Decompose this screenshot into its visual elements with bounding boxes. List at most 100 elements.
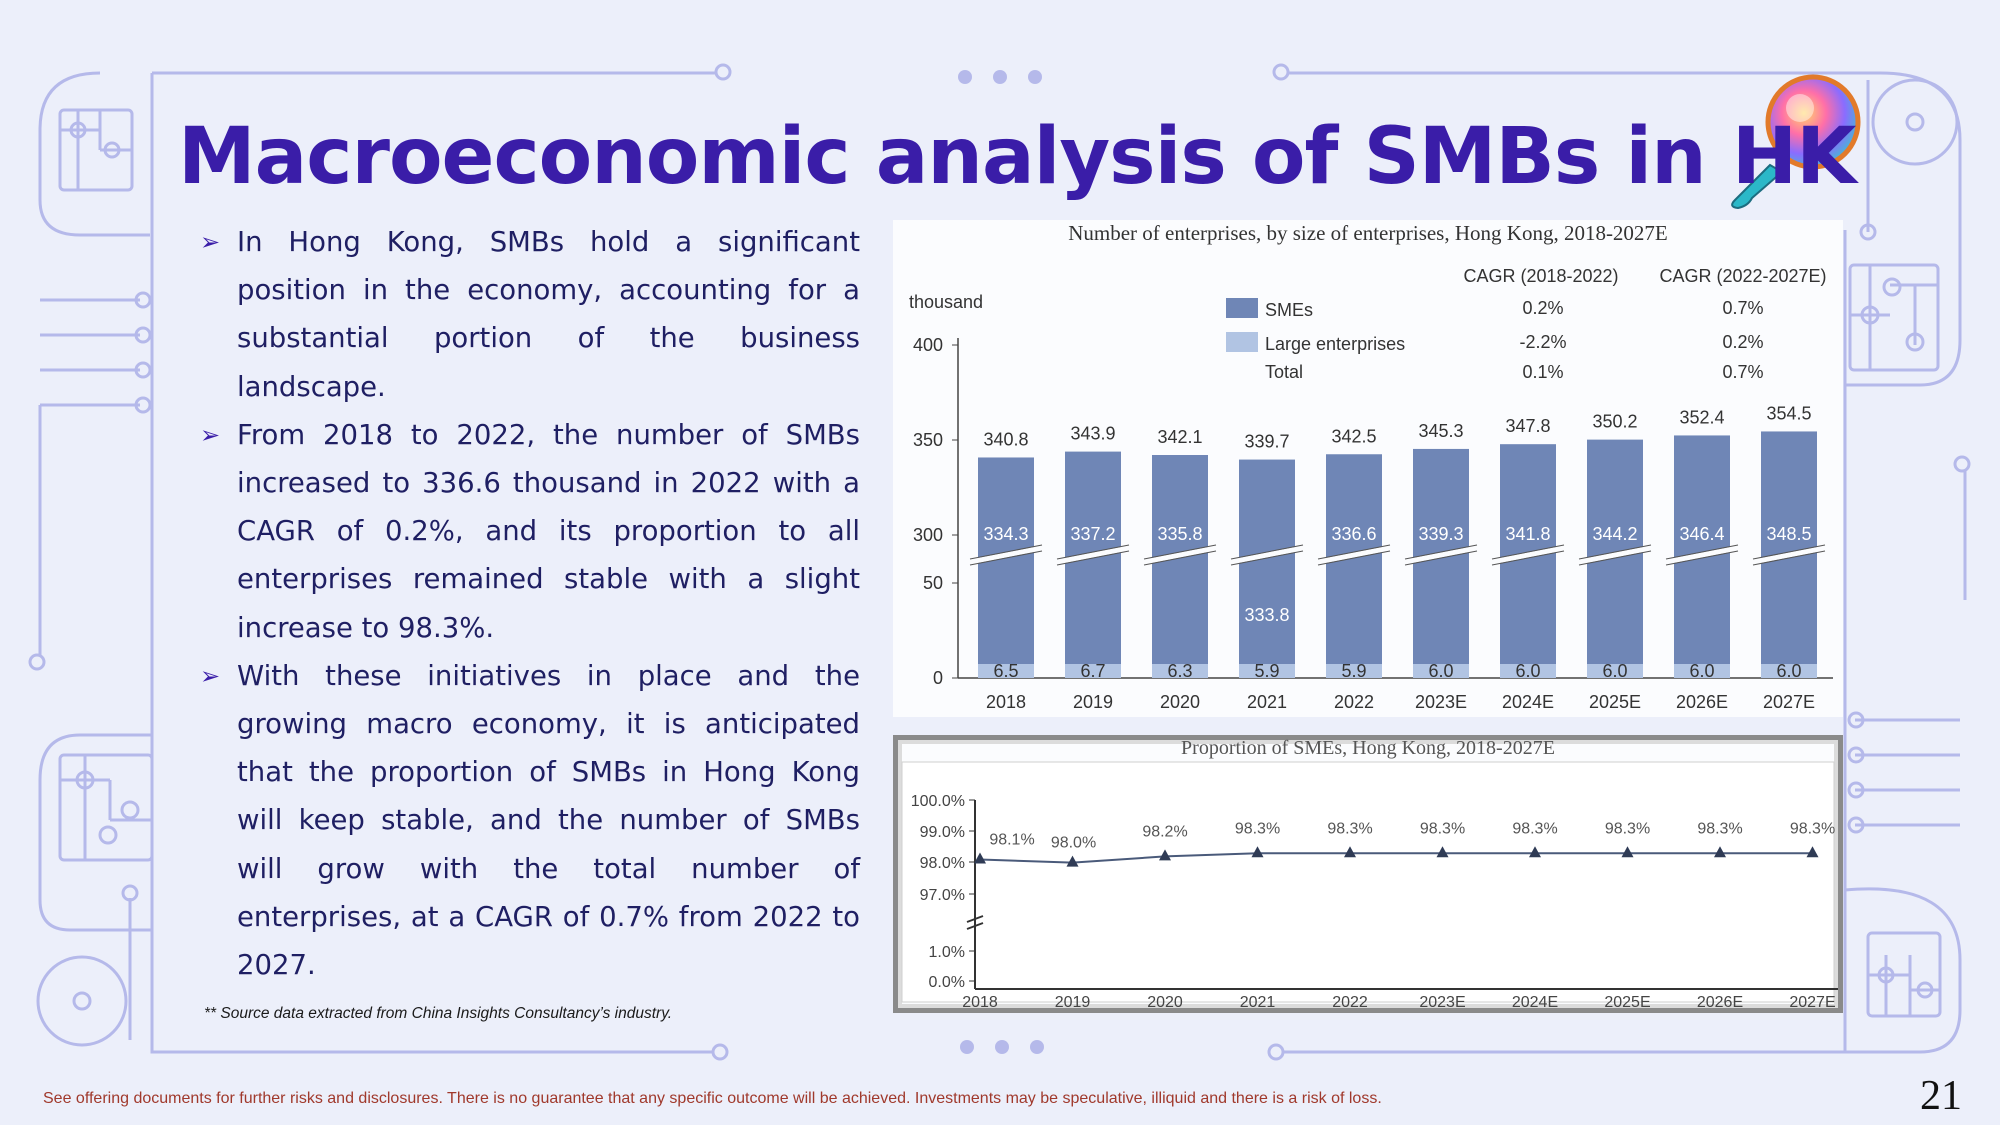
bullet-text: With these initiatives in place and the …	[237, 659, 860, 982]
axis-break-gap	[1404, 545, 1478, 565]
large-value-label: 6.0	[1776, 661, 1801, 681]
y-tick-label: 97.0%	[920, 887, 965, 904]
x-tick-label: 2020	[1160, 692, 1200, 712]
axis-break-gap	[1056, 545, 1130, 565]
bar-large-enterprises	[1326, 664, 1382, 678]
bar-large-enterprises	[1152, 664, 1208, 678]
y-tick-label: 99.0%	[920, 824, 965, 841]
total-value-label: 340.8	[983, 429, 1028, 449]
bullet-item: ➢ With these initiatives in place and th…	[200, 652, 860, 989]
page-title: Macroeconomic analysis of SMBs in HK	[178, 112, 1857, 202]
y-tick-label: 0.0%	[929, 974, 965, 991]
axis-break-line	[1404, 550, 1478, 566]
x-tick-label: 2019	[1055, 994, 1091, 1011]
large-value-label: 6.0	[1515, 661, 1540, 681]
large-value-label: 6.7	[1080, 661, 1105, 681]
axis-break-line	[1317, 544, 1391, 560]
x-tick-label: 2021	[1240, 994, 1276, 1011]
legend-label: Total	[1265, 362, 1303, 382]
arrow-bullet-icon: ➢	[200, 661, 221, 690]
axis-break-line	[1491, 544, 1565, 560]
axis-break-line	[1665, 544, 1739, 560]
bullet-item: ➢ In Hong Kong, SMBs hold a significant …	[200, 218, 860, 411]
x-tick-label: 2021	[1247, 692, 1287, 712]
disclaimer: See offering documents for further risks…	[43, 1090, 1382, 1107]
data-value-label: 98.1%	[989, 832, 1034, 849]
sme-value-label: 335.8	[1157, 524, 1202, 544]
arrow-bullet-icon: ➢	[200, 420, 221, 449]
data-point-marker	[1066, 855, 1079, 867]
x-tick-label: 2024E	[1512, 994, 1558, 1011]
data-point-marker	[1159, 849, 1171, 861]
axis-break-gap	[1665, 545, 1739, 565]
data-point-marker	[1436, 846, 1449, 858]
x-tick-label: 2023E	[1419, 994, 1465, 1011]
y-tick-label: 0	[933, 668, 943, 688]
source-note: ** Source data extracted from China Insi…	[204, 1005, 673, 1022]
x-tick-label: 2023E	[1415, 692, 1467, 712]
bullet-item: ➢ From 2018 to 2022, the number of SMBs …	[200, 411, 860, 652]
bar-sme	[1152, 455, 1208, 678]
bar-large-enterprises	[1413, 664, 1469, 678]
x-tick-label: 2019	[1073, 692, 1113, 712]
total-value-label: 350.2	[1592, 412, 1637, 432]
axis-break-gap	[1317, 545, 1391, 565]
data-point-marker	[1714, 846, 1726, 858]
magnifier-logo-icon	[1731, 74, 1861, 210]
data-point-marker	[1621, 846, 1634, 858]
large-value-label: 5.9	[1341, 661, 1366, 681]
enterprise-count-chart: Number of enterprises, by size of enterp…	[893, 220, 1843, 717]
sme-value-label: 333.8	[1244, 605, 1289, 625]
sme-value-label: 341.8	[1505, 524, 1550, 544]
total-value-label: 343.9	[1070, 424, 1115, 444]
x-tick-label: 2024E	[1502, 692, 1554, 712]
total-value-label: 342.5	[1331, 426, 1376, 446]
bullet-text: In Hong Kong, SMBs hold a significant po…	[237, 226, 860, 403]
sme-value-label: 337.2	[1070, 524, 1115, 544]
data-value-label: 98.0%	[1051, 835, 1096, 852]
axis-break-line	[1752, 544, 1826, 560]
data-point-marker	[1251, 846, 1264, 858]
bar-sme	[1239, 459, 1295, 678]
axis-break-gap	[1578, 545, 1652, 565]
data-value-label: 98.3%	[1512, 820, 1557, 837]
enterprise-count-chart-svg: Number of enterprises, by size of enterp…	[909, 221, 1833, 712]
page-number: 21	[1920, 1073, 1962, 1119]
bar-sme	[978, 457, 1034, 678]
axis-break-line	[969, 544, 1043, 560]
x-tick-label: 2018	[962, 994, 998, 1011]
total-value-label: 345.3	[1418, 421, 1463, 441]
axis-break-line	[1752, 550, 1826, 566]
axis-break-line	[1317, 550, 1391, 566]
data-value-label: 98.3%	[1697, 820, 1742, 837]
data-value-label: 98.3%	[1235, 820, 1280, 837]
x-tick-label: 2026E	[1676, 692, 1728, 712]
y-tick-label: 50	[923, 573, 943, 593]
bar-large-enterprises	[1587, 664, 1643, 678]
x-tick-label: 2022	[1334, 692, 1374, 712]
large-value-label: 6.3	[1167, 661, 1192, 681]
y-axis-label: thousand	[909, 292, 983, 312]
cagr-header: CAGR (2018-2022)	[1463, 266, 1618, 286]
x-tick-label: 2020	[1147, 994, 1183, 1011]
axis-break-line	[1578, 544, 1652, 560]
data-point-marker	[1806, 846, 1819, 858]
y-tick-label: 350	[913, 430, 943, 450]
bullet-text: From 2018 to 2022, the number of SMBs in…	[237, 418, 860, 644]
total-value-label: 342.1	[1157, 427, 1202, 447]
cagr-value: 0.2%	[1522, 298, 1563, 318]
axis-break-line	[1056, 550, 1130, 566]
axis-break-gap	[1230, 545, 1304, 565]
y-tick-label: 300	[913, 525, 943, 545]
data-value-label: 98.3%	[1420, 820, 1465, 837]
proportion-line	[979, 852, 1813, 864]
y-tick-label: 1.0%	[929, 944, 965, 961]
sme-value-label: 344.2	[1592, 524, 1637, 544]
axis-break-line	[1230, 550, 1304, 566]
axis-break-line	[1578, 550, 1652, 566]
arrow-bullet-icon: ➢	[200, 228, 221, 256]
large-value-label: 6.0	[1602, 661, 1627, 681]
y-tick-label: 400	[913, 335, 943, 355]
sme-value-label: 346.4	[1679, 524, 1724, 544]
data-point-marker	[1344, 846, 1356, 858]
